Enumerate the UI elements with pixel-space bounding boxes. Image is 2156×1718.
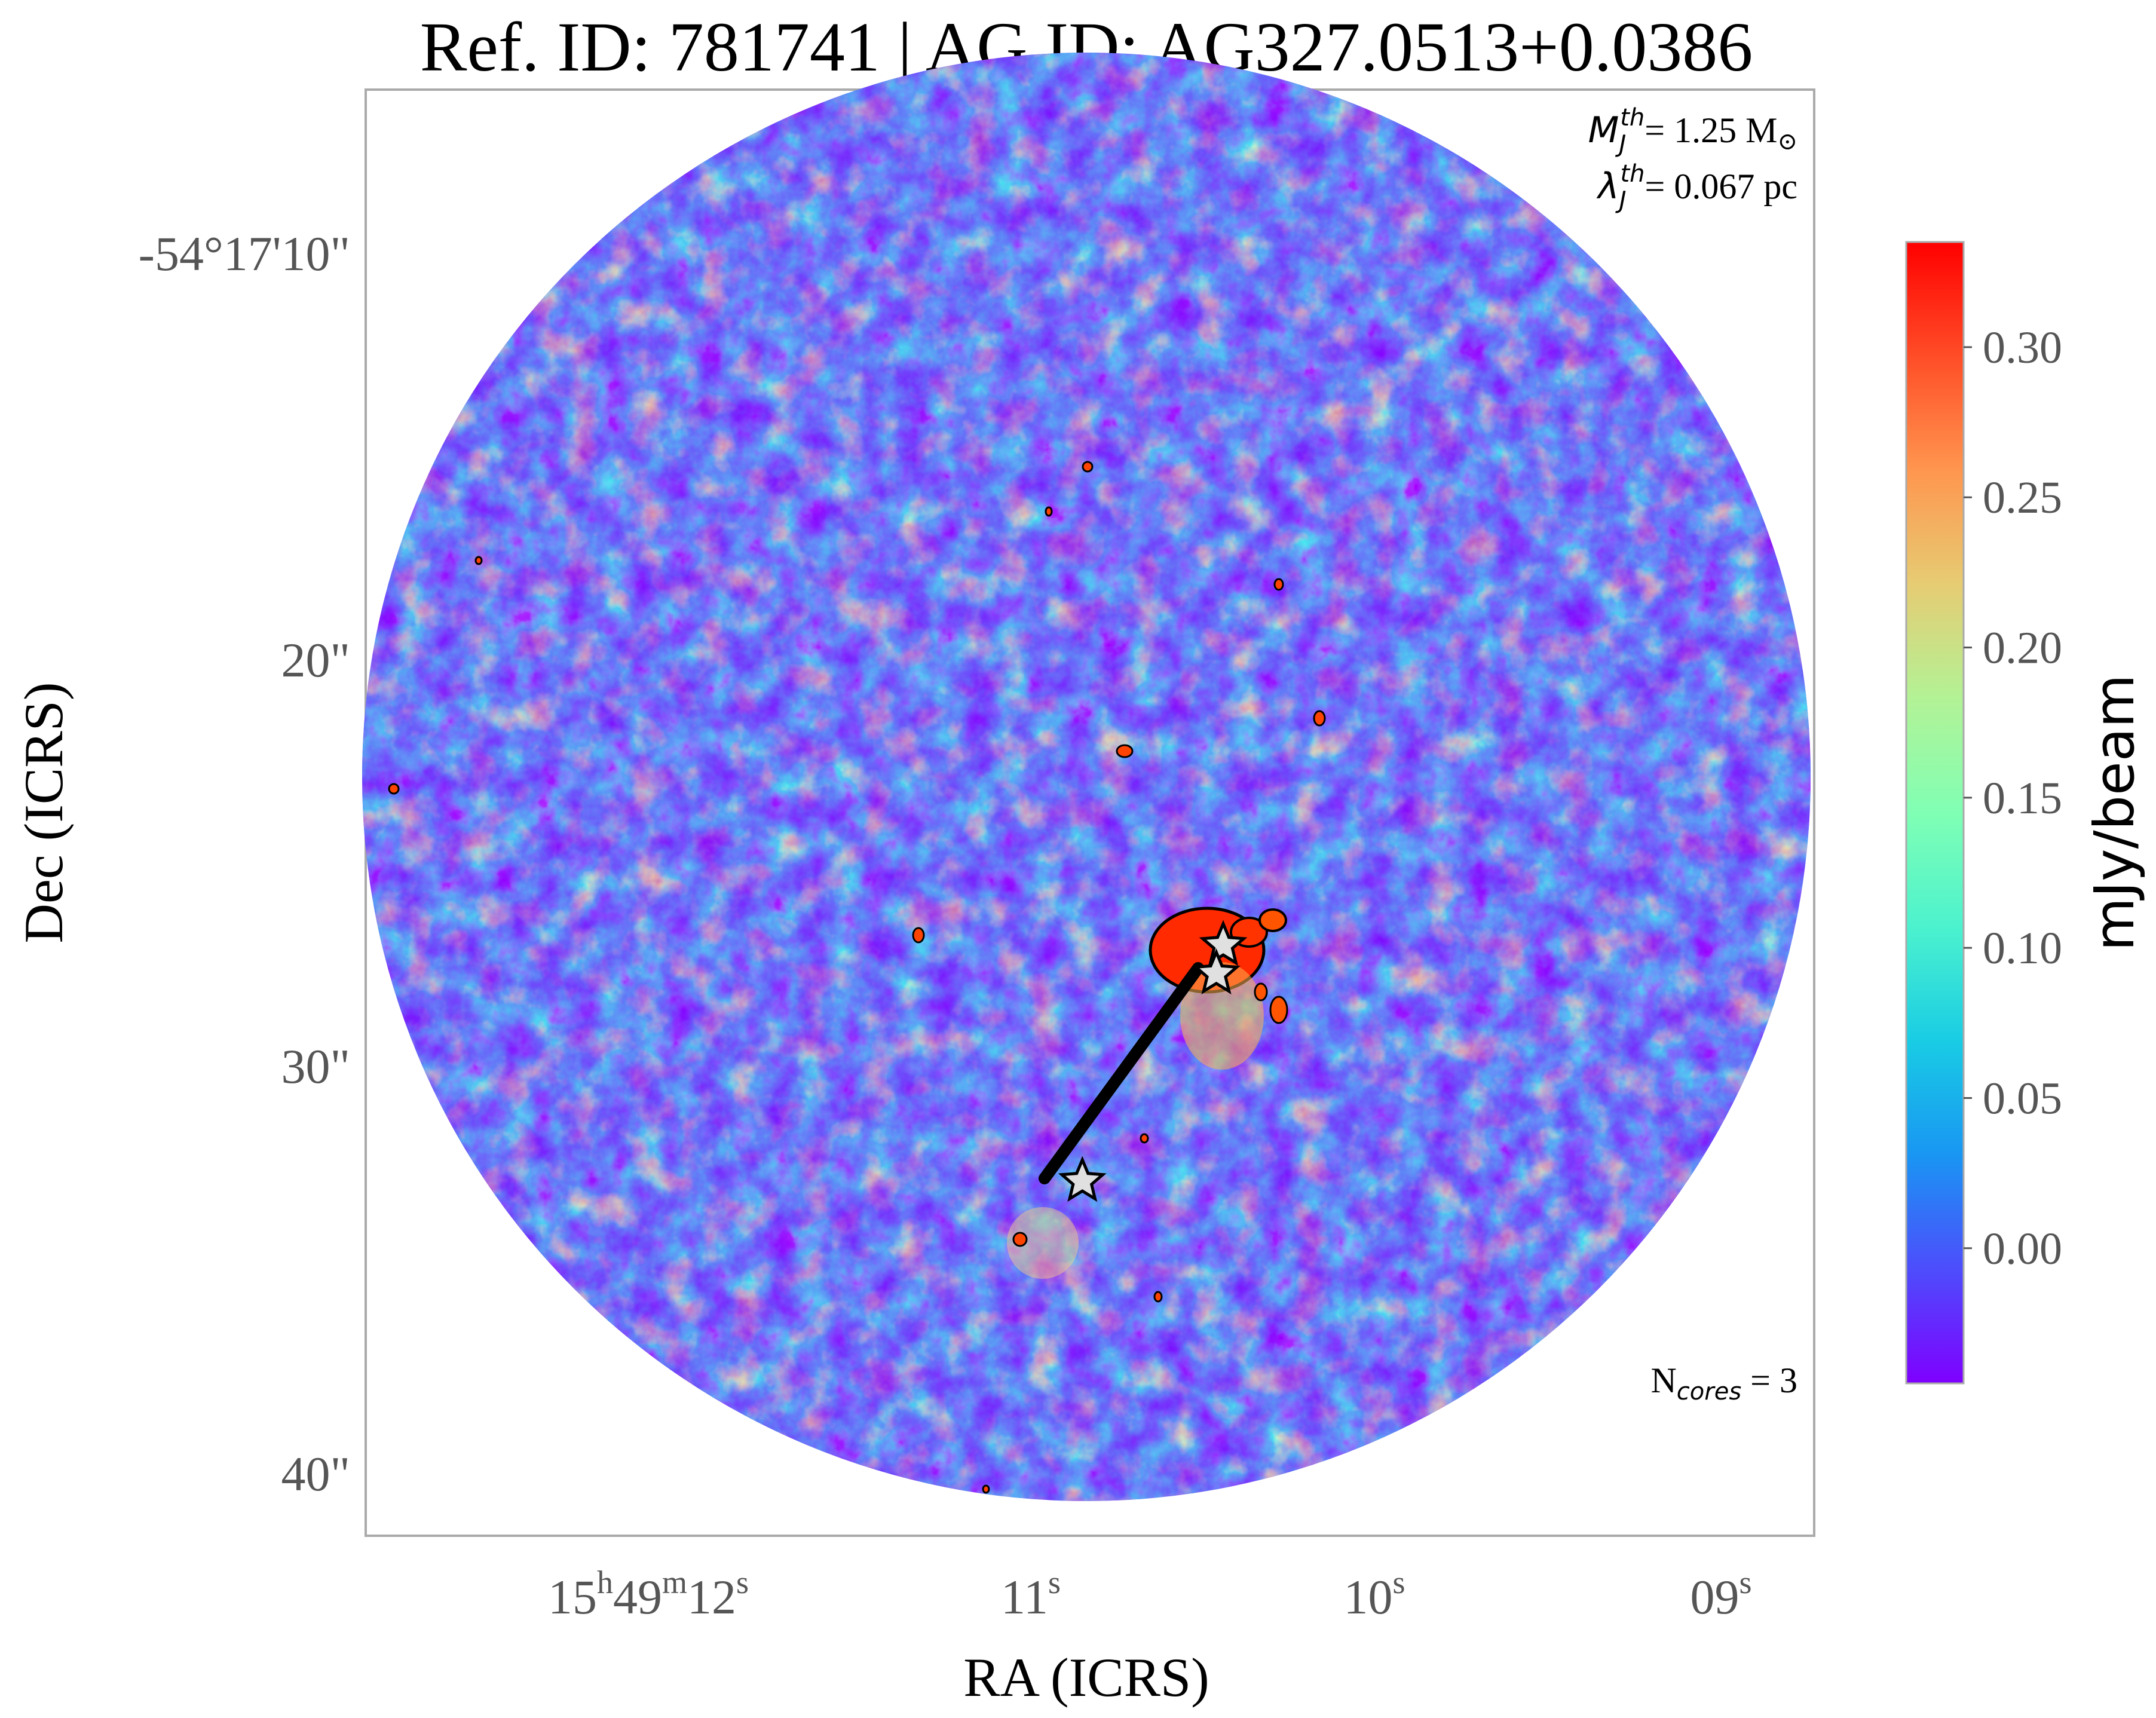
x-tick-unit: s bbox=[1392, 1564, 1405, 1600]
jeans-length-symbol: λ bbox=[1596, 166, 1619, 207]
jeans-mass-sup: th bbox=[1620, 104, 1644, 131]
small-contours bbox=[388, 461, 1326, 1494]
colorbar-label: mJy/beam bbox=[2082, 674, 2146, 951]
x-tick-value: 15 bbox=[548, 1570, 597, 1624]
colorbar-tick-label: 0.10 bbox=[1983, 923, 2062, 973]
ncores-annotation: Ncores = 3 bbox=[1650, 1361, 1797, 1405]
y-tick-labels: -54°17'10" 20" 30" 40" bbox=[139, 226, 350, 1501]
core-connector-line bbox=[1039, 962, 1204, 1184]
x-tick-value: 49 bbox=[613, 1570, 662, 1624]
x-tick-value: 12 bbox=[687, 1570, 736, 1624]
core-star-icon bbox=[1192, 948, 1241, 994]
x-tick-value: 11 bbox=[1001, 1570, 1048, 1624]
jeans-length-sup: th bbox=[1620, 160, 1644, 188]
x-tick-unit: m bbox=[662, 1564, 687, 1600]
x-tick-unit: s bbox=[1048, 1564, 1061, 1600]
x-tick-label: 10s bbox=[1343, 1564, 1405, 1624]
y-tick-label: 40" bbox=[281, 1447, 350, 1501]
colorbar-tick-label: 0.30 bbox=[1983, 323, 2062, 373]
colorbar-ticks: 0.30 0.25 0.20 0.15 0.10 0.05 0.00 bbox=[1964, 323, 2062, 1274]
intensity-map bbox=[362, 53, 1811, 1501]
x-axis-label: RA (ICRS) bbox=[963, 1647, 1209, 1708]
jeans-mass-symbol: M bbox=[1588, 109, 1619, 151]
ncores-value: = 3 bbox=[1741, 1361, 1797, 1400]
y-axis-label: Dec (ICRS) bbox=[13, 682, 74, 944]
y-tick-label: 20" bbox=[281, 633, 350, 687]
y-tick-label: 30" bbox=[281, 1039, 350, 1094]
colorbar-tick-label: 0.00 bbox=[1983, 1224, 2062, 1274]
colorbar bbox=[1905, 241, 1965, 1385]
x-tick-labels: 15h49m12s 11s 10s 09s bbox=[548, 1564, 1752, 1624]
y-tick-label: -54°17'10" bbox=[139, 226, 350, 281]
core-star-icon bbox=[1058, 1156, 1107, 1202]
core-star-icon bbox=[1199, 920, 1248, 966]
jeans-length-annotation: λJth= 0.067 pc bbox=[1596, 160, 1797, 214]
x-tick-unit: s bbox=[1739, 1564, 1751, 1600]
solar-symbol: ⊙ bbox=[1777, 128, 1797, 155]
x-tick-label: 09s bbox=[1690, 1564, 1751, 1624]
x-tick-value: 10 bbox=[1343, 1570, 1392, 1624]
jeans-mass-value: = 1.25 M bbox=[1644, 111, 1777, 150]
x-tick-label: 15h49m12s bbox=[548, 1564, 749, 1624]
colorbar-tick-label: 0.20 bbox=[1983, 623, 2062, 673]
jeans-mass-annotation: MJth= 1.25 M⊙ bbox=[1588, 104, 1797, 158]
core-markers bbox=[1058, 920, 1248, 1202]
x-tick-label: 11s bbox=[1001, 1564, 1061, 1624]
colorbar-tick-label: 0.15 bbox=[1983, 773, 2062, 823]
ncores-symbol: N bbox=[1650, 1361, 1676, 1400]
x-tick-unit: s bbox=[736, 1564, 749, 1600]
ncores-sub: cores bbox=[1677, 1378, 1741, 1405]
x-tick-unit: h bbox=[597, 1564, 613, 1600]
jeans-length-value: = 0.067 pc bbox=[1645, 167, 1797, 206]
colorbar-tick-label: 0.25 bbox=[1983, 473, 2062, 523]
x-tick-value: 09 bbox=[1690, 1570, 1739, 1624]
colorbar-tick-label: 0.05 bbox=[1983, 1074, 2062, 1124]
